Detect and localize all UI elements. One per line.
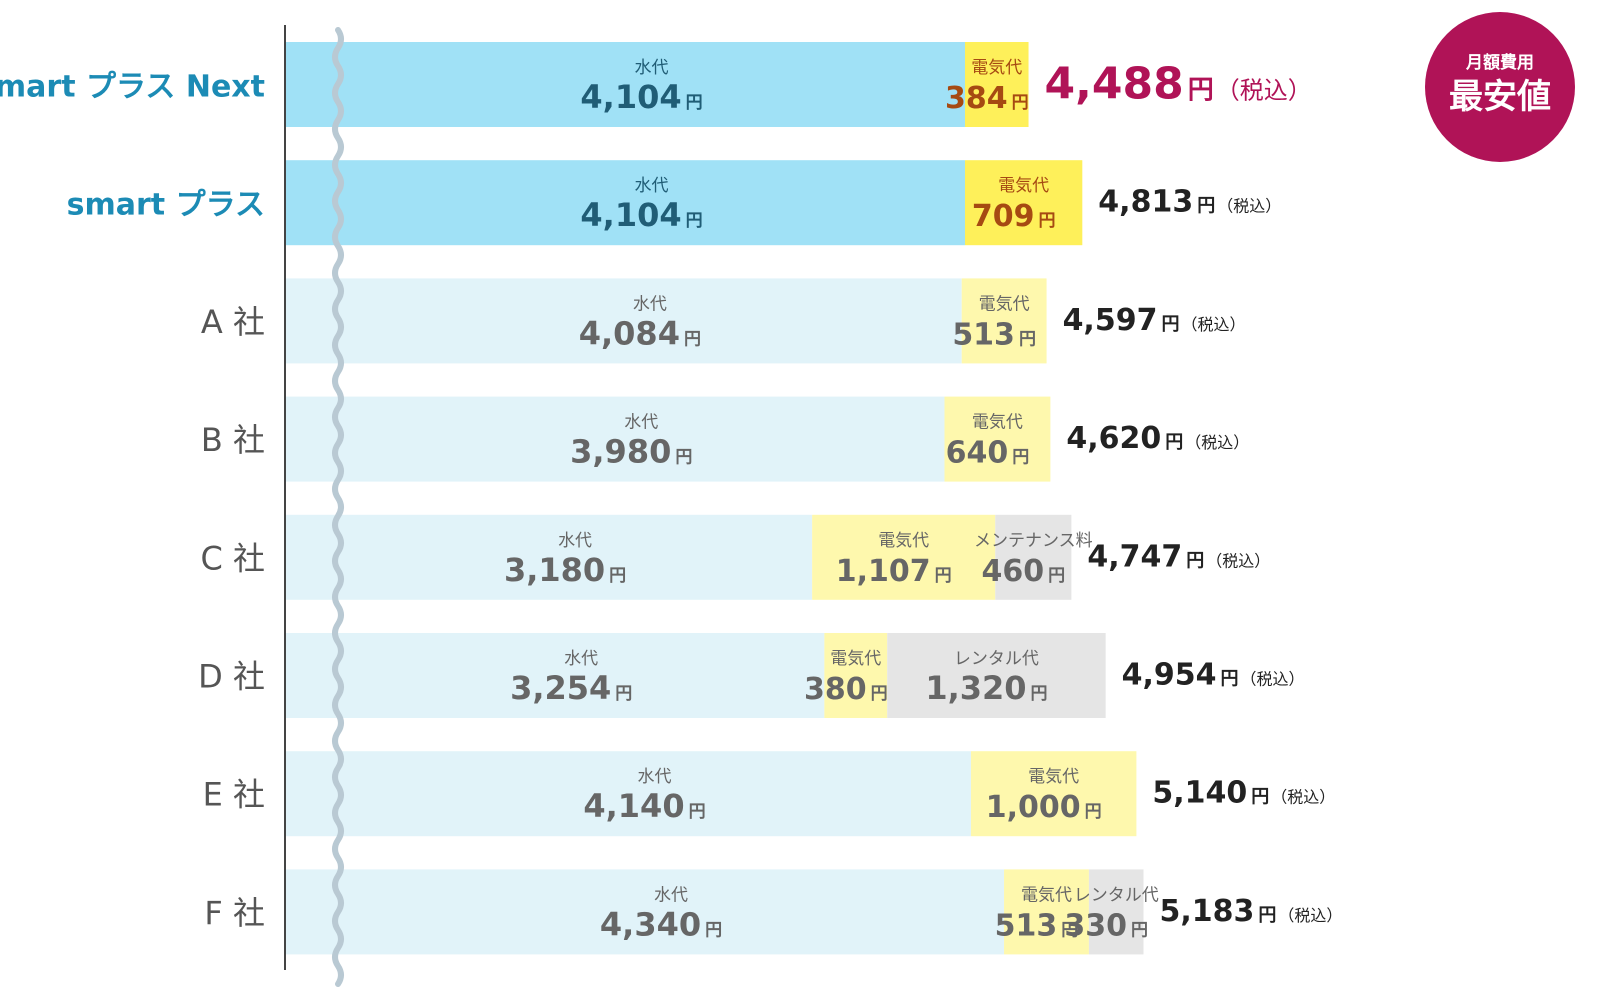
category-label: F 社 [204,894,265,932]
row-4-electricity-bar [812,514,996,600]
segment-name-label: 水代 [624,413,658,433]
segment-value-label: 384 円 [945,81,1029,116]
axis-break-line [332,27,344,987]
segment-value-label: 513 円 [995,908,1079,943]
row-7-water-bar [286,869,1005,955]
best-total-label: 4,488 円（税込） [1045,59,1312,110]
total-label: 4,620 円（税込） [1066,421,1249,456]
row-6-water-bar [286,751,971,837]
row-1-water-bar [286,160,965,246]
segment-value-label: 4,104 円 [580,78,702,116]
segment-name-label: 電気代 [971,58,1022,78]
total-label: 4,597 円（税込） [1063,303,1246,338]
total-label: 5,140 円（税込） [1152,776,1335,811]
row-2-water-bar [286,278,962,364]
segment-name-label: 電気代 [878,531,929,551]
segment-name-label: 水代 [558,531,592,551]
segment-value-label: 4,084 円 [579,314,701,352]
segment-value-label: 4,140 円 [583,787,705,825]
segment-value-label: 3,254 円 [510,669,632,707]
segment-name-label: 水代 [633,294,667,314]
total-label: 4,747 円（税込） [1087,539,1270,574]
category-label: B 社 [201,421,265,459]
segment-value-label: 330 円 [1064,908,1148,943]
segment-name-label: 電気代 [1028,767,1079,787]
segment-name-label: レンタル代 [954,649,1039,669]
segment-name-label: 水代 [637,767,671,787]
overlay-layer: smart プラス Next 4,488 円（税込） smart プラス 4,813 円（… [0,12,1575,987]
segment-value-label: 3,980 円 [570,433,692,471]
segment-name-label: 電気代 [998,176,1049,196]
row-2-electricity-bar [961,278,1047,364]
badge-line1: 月額費用 [1465,52,1534,73]
row-7-other-bar [1088,869,1144,955]
total-label: 4,813 円（税込） [1098,185,1281,220]
segment-name-label: 水代 [564,649,598,669]
segment-value-label: 1,000 円 [986,790,1102,825]
row-7-electricity-bar [1004,869,1089,955]
row-6-electricity-bar [970,751,1137,837]
badge-line2: 最安値 [1449,77,1551,117]
total-label: 4,954 円（税込） [1122,658,1305,693]
segment-name-label: 水代 [635,176,669,196]
segment-value-label: 640 円 [946,436,1030,471]
category-label: A 社 [201,303,265,341]
segment-value-label: 3,180 円 [504,551,626,589]
badge-circle [1425,12,1575,162]
segment-name-label: 電気代 [830,649,881,669]
segment-value-label: 1,107 円 [836,554,952,589]
segment-name-label: 電気代 [1021,885,1072,905]
row-1-electricity-bar [965,160,1083,246]
row-0-water-bar [286,42,965,127]
category-label: C 社 [200,539,265,577]
row-4-water-bar [286,514,813,600]
segment-name-label: 水代 [654,885,688,905]
segment-value-label: 513 円 [952,317,1036,352]
row-3-electricity-bar [944,396,1051,482]
segment-value-label: 380 円 [804,672,888,707]
segment-value-label: 4,340 円 [600,905,722,943]
row-5-other-bar [887,633,1106,718]
row-5-water-bar [286,633,825,718]
segment-value-label: 460 円 [982,554,1066,589]
segment-name-label: 電気代 [979,294,1030,314]
segment-name-label: 水代 [635,58,669,78]
segment-value-label: 4,104 円 [580,196,702,234]
segment-name-label: 電気代 [972,413,1023,433]
segment-name-label: レンタル代 [1074,885,1159,905]
segment-name-label: メンテナンス料 [974,531,1093,551]
total-label: 5,183 円（税込） [1160,894,1343,929]
segment-value-label: 1,320 円 [925,669,1047,707]
row-4-other-bar [995,514,1072,600]
category-label: E 社 [203,776,265,814]
category-label: smart プラス [67,188,265,223]
segment-value-label: 709 円 [972,199,1056,234]
row-0-electricity-bar [965,42,1029,127]
row-5-electricity-bar [824,633,888,718]
row-3-water-bar [286,396,945,482]
category-label: D 社 [198,658,265,696]
category-label: smart プラス Next [0,70,265,105]
